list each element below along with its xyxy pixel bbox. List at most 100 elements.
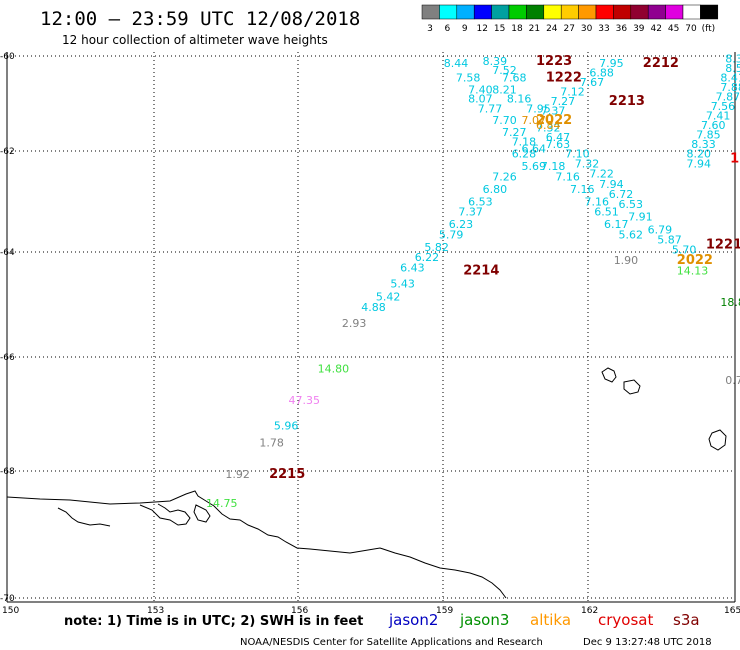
colorbar-swatch [473,4,492,20]
lon-label: 153 [147,606,164,616]
colorbar-legend: 3 6 9 12 15 18 21 24 27 30 33 36 39 42 45 70 (ft) [421,4,719,34]
colorbar-swatch [613,4,632,20]
wave-height-label: 5.62 [619,228,644,241]
colorbar-swatch [439,4,458,20]
legend-jason3: jason3 [459,611,509,629]
colorbar-swatch [456,4,475,20]
colorbar-swatch [543,4,562,20]
wave-height-label: 6.80 [483,183,508,196]
lon-label: 159 [436,606,453,616]
time-labels: 1223221217541222221320221754122120222214… [269,54,740,482]
wave-height-label: 8.44 [444,57,469,70]
wave-height-label: 7.87 [716,90,740,103]
colorbar-swatch [578,4,597,20]
wave-height-label: 7.16 [570,183,595,196]
wave-height-label: 7.12 [560,86,585,99]
wave-height-label: 6.51 [594,206,619,219]
wave-height-label: 7.18 [512,136,537,149]
colorbar-label: 42 [650,24,661,34]
wave-height-label: 7.32 [536,121,561,134]
lon-label: 162 [581,606,598,616]
wave-height-label: 5.87 [657,233,682,246]
colorbar-swatch [421,4,440,20]
pass-time-label: 1754 [730,152,740,167]
wave-height-label: 7.41 [706,109,731,122]
pass-time-label: 2022 [536,113,572,128]
wave-height-label: 6.43 [400,262,425,275]
wave-height-label: 7.37 [541,105,566,118]
wave-height-label: 7.18 [541,160,566,173]
colorbar-swatch [682,4,701,20]
plot-frame [6,52,736,603]
colorbar-swatch [508,4,527,20]
wave-height-label: 8.16 [507,93,532,106]
legend-s3a: s3a [673,611,700,629]
colorbar-swatch [630,4,649,20]
wave-height-label: 6.79 [648,223,673,236]
legend-jason2: jason2 [388,611,438,629]
colorbar-label: (ft) [702,24,716,34]
coastline [6,367,727,599]
colorbar-label: 21 [529,24,540,34]
colorbar-label: 9 [462,24,468,34]
lat-label: -60 [0,52,15,62]
wave-height-label: 8.21 [492,83,517,96]
wave-height-label: 7.40 [468,83,493,96]
wave-height-label: 7.10 [565,148,590,161]
longitude-labels: 150 153 156 159 162 165 [2,606,740,616]
wave-height-label: 14.13 [677,264,709,277]
pass-time-label: 2213 [609,94,645,109]
graticule [7,52,735,602]
wave-height-label: 7.58 [456,71,481,84]
latitude-labels: -60 -62 -64 -66 -68 -70 [0,52,15,604]
wave-height-label: 5.42 [376,291,401,304]
map-subtitle: 12 hour collection of altimeter wave hei… [62,33,328,47]
wave-height-label: 6.28 [512,148,537,161]
footnote: note: 1) Time is in UTC; 2) SWH is in fe… [64,614,363,629]
lat-label: -68 [0,467,15,477]
wave-height-label: 1.78 [259,437,284,450]
wave-height-label: 14.75 [206,497,238,510]
pass-time-label: 1222 [546,70,582,85]
wave-height-label: 7.94 [599,178,624,191]
wave-height-label: 6.88 [589,67,614,80]
colorbar-label: 12 [476,24,487,34]
wave-height-label: 5.70 [672,244,697,257]
wave-height-label: 7.56 [711,100,736,113]
colorbar-label: 3 [427,24,433,34]
wave-height-label: 7.27 [502,126,527,139]
lon-label: 150 [2,606,19,616]
wave-height-label: 8.20 [687,148,712,161]
wave-height-label: 6.53 [619,198,644,211]
lat-label: -70 [0,594,15,604]
wave-height-label: 7.37 [458,206,483,219]
colorbar-label: 39 [633,24,645,34]
colorbar-label: 70 [685,24,697,34]
colorbar-label: 36 [616,24,628,34]
colorbar-label: 6 [445,24,451,34]
wave-height-label: 8.41 [720,71,740,84]
wave-height-label: 7.77 [478,102,503,115]
wave-height-label: 2.93 [342,317,367,330]
pass-time-label: 2215 [269,467,305,482]
wave-height-label: 6.72 [609,188,634,201]
pass-time-label: 2214 [463,263,499,278]
legend-altika: altika [530,611,571,629]
map-title: 12:00 – 23:59 UTC 12/08/2018 [40,8,360,30]
colorbar-swatch [491,4,510,20]
wave-height-label: 6.17 [604,218,629,231]
wave-height-label: 8.39 [483,55,508,68]
wave-height-label: 7.32 [575,158,600,171]
colorbar-label: 18 [511,24,523,34]
pass-time-label: 1221 [706,237,740,252]
wave-height-label: 5.69 [522,160,547,173]
wave-height-label: 8.07 [468,93,493,106]
wave-height-label: 1.90 [614,254,639,267]
wave-height-label: 0.75 [725,374,740,387]
wave-height-label: 5.96 [274,419,299,432]
wave-height-label: 1.92 [225,468,250,481]
colorbar-label: 45 [668,24,679,34]
wave-height-label: 7.94 [687,158,712,171]
colorbar-swatch [647,4,666,20]
lat-label: -66 [0,353,15,363]
